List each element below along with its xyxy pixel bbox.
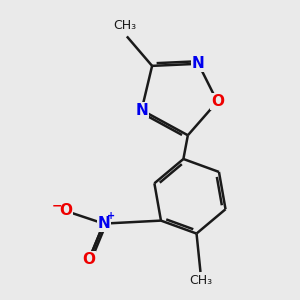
Text: CH₃: CH₃ <box>113 19 136 32</box>
Text: N: N <box>192 56 205 71</box>
Text: −: − <box>51 200 62 212</box>
Text: +: + <box>107 212 115 221</box>
Text: O: O <box>211 94 224 109</box>
Text: CH₃: CH₃ <box>189 274 212 287</box>
Text: N: N <box>98 216 110 231</box>
Text: O: O <box>82 252 95 267</box>
Text: N: N <box>135 103 148 118</box>
Text: O: O <box>59 203 72 218</box>
